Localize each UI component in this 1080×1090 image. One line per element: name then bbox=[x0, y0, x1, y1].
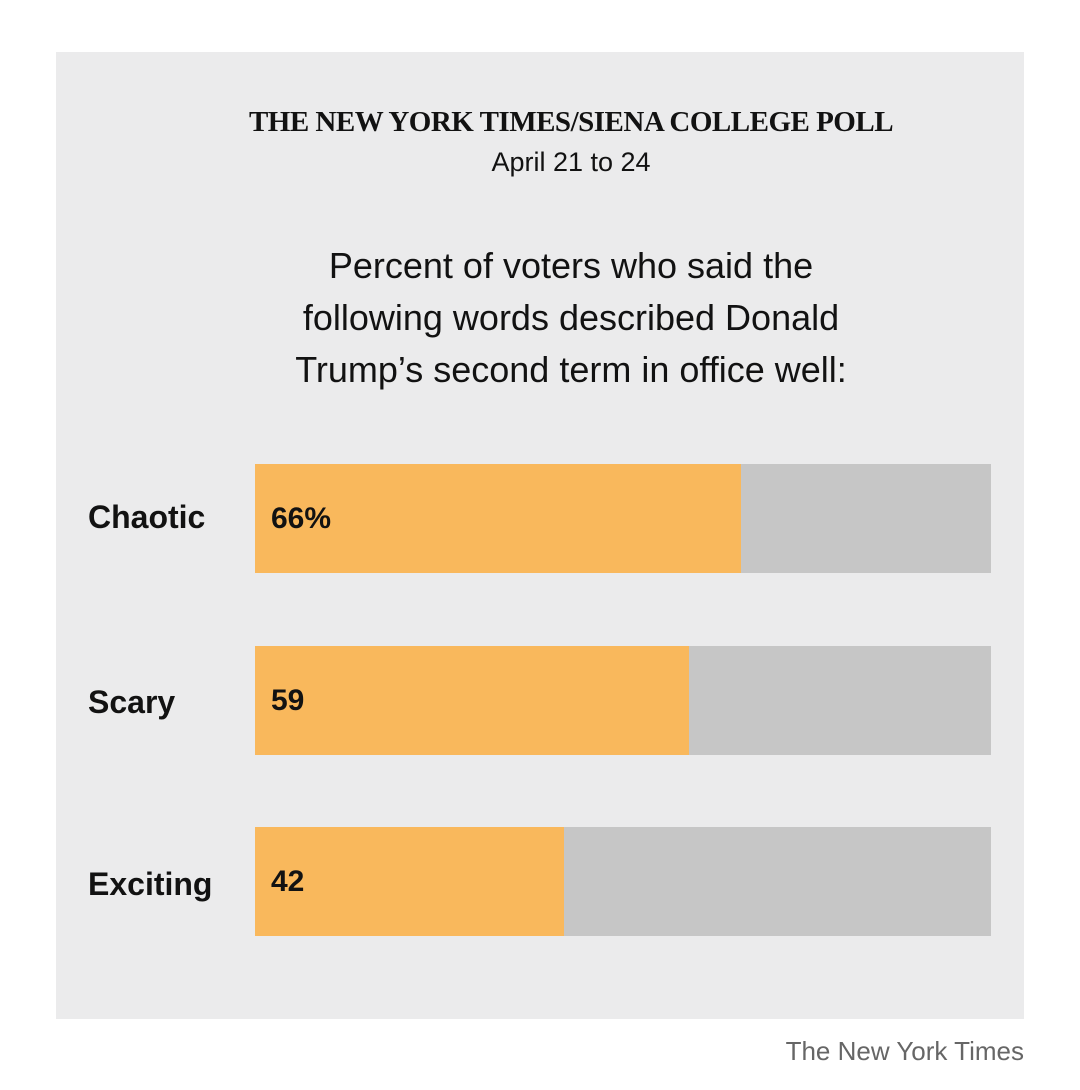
bar-track-exciting: 42 bbox=[255, 827, 991, 936]
question-line: Percent of voters who said the bbox=[328, 245, 814, 286]
bar-fill-scary bbox=[255, 646, 690, 755]
bar-value-label-scary: 59 bbox=[271, 684, 305, 717]
poll-title: THE NEW YORK TIMES/SIENA COLLEGE POLL bbox=[248, 106, 894, 138]
bar-track-chaotic: 66% bbox=[255, 464, 991, 573]
bar-value-label-exciting: 42 bbox=[271, 865, 305, 898]
question-text: Percent of voters who said the following… bbox=[250, 240, 892, 396]
bar-fill-exciting bbox=[255, 827, 565, 936]
question-line: following words described Donald bbox=[302, 297, 840, 338]
bar-value-label-chaotic: 66% bbox=[271, 502, 332, 535]
bar-fill-chaotic bbox=[255, 464, 741, 573]
bar-track-scary: 59 bbox=[255, 646, 991, 755]
source-credit: The New York Times bbox=[785, 1036, 1024, 1066]
category-label-chaotic: Chaotic bbox=[88, 499, 206, 535]
poll-dates: April 21 to 24 bbox=[491, 147, 651, 177]
category-label-scary: Scary bbox=[88, 684, 176, 720]
question-line: Trump’s second term in office well: bbox=[295, 349, 847, 390]
category-label-exciting: Exciting bbox=[88, 866, 213, 902]
